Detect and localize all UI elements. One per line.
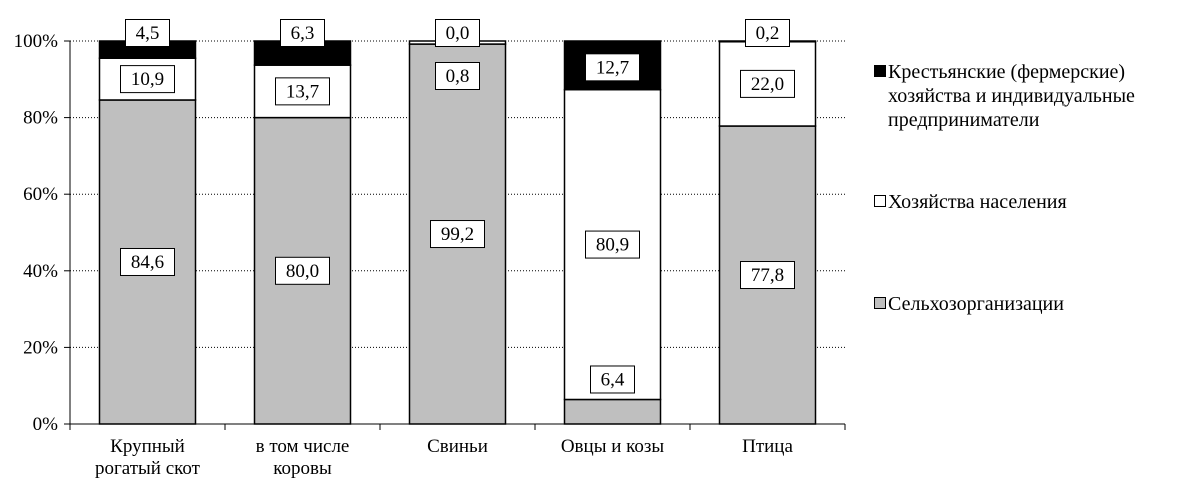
category-label: Птица: [742, 436, 793, 457]
data-label: 80,9: [596, 235, 629, 256]
data-label-box: [275, 77, 330, 106]
data-label: 77,8: [751, 265, 784, 286]
data-label-box: [435, 62, 480, 90]
legend-item: Крестьянские (фермерские) хозяйства и ин…: [874, 60, 1200, 132]
legend-item: Хозяйства населения: [874, 190, 1067, 214]
category-label: Овцы и козы: [561, 436, 665, 457]
data-label-box: [745, 19, 790, 47]
data-label: 13,7: [286, 81, 319, 102]
data-label: 0,0: [446, 23, 470, 44]
y-tick-label: 60%: [23, 184, 58, 205]
legend-label: Хозяйства населения: [888, 191, 1067, 213]
category-label: Свиньи: [427, 436, 488, 457]
data-label-box: [120, 65, 175, 94]
category-label: рогатый скот: [95, 458, 201, 479]
data-label-box: [585, 230, 640, 259]
data-label-box: [275, 256, 330, 285]
data-label-box: [740, 69, 795, 98]
data-label: 6,4: [601, 369, 625, 390]
data-label: 10,9: [131, 69, 164, 90]
legend-swatch: [874, 195, 886, 207]
category-label: коровы: [273, 458, 332, 479]
y-tick-label: 20%: [23, 337, 58, 358]
data-label: 12,7: [596, 57, 629, 78]
data-label: 6,3: [291, 23, 315, 44]
data-label: 84,6: [131, 252, 164, 273]
data-label-box: [435, 19, 480, 47]
data-label: 0,8: [446, 66, 470, 87]
category-label: в том числе: [256, 436, 350, 457]
data-label: 80,0: [286, 261, 319, 282]
data-label-box: [125, 19, 170, 47]
legend-swatch: [874, 297, 886, 309]
data-label-box: [280, 19, 325, 47]
data-label: 0,2: [756, 23, 780, 44]
bar-segment: [563, 398, 662, 425]
data-label: 4,5: [136, 23, 160, 44]
data-label-box: [585, 53, 640, 82]
y-tick-label: 100%: [14, 31, 59, 52]
data-labels: 84,6 10,9 4,5 80,0 13,7 6,3 99,2 0,8 0,0 6,4 80,9 1…: [120, 19, 795, 394]
legend-item: Сельхозорганизации: [874, 292, 1064, 316]
data-label-box: [590, 365, 635, 394]
data-label-box: [430, 220, 485, 249]
data-label-box: [120, 247, 175, 276]
y-tick-labels: 0% 20% 40% 60% 80% 100%: [14, 31, 59, 435]
axes: [64, 40, 846, 430]
legend-label: Крестьянские (фермерские) хозяйства и ин…: [888, 61, 1135, 131]
y-tick-label: 80%: [23, 108, 58, 129]
category-label: Крупный: [110, 436, 185, 457]
y-tick-label: 0%: [33, 414, 59, 435]
y-tick-label: 40%: [23, 261, 58, 282]
data-label-box: [740, 261, 795, 290]
data-label: 99,2: [441, 224, 474, 245]
data-label: 22,0: [751, 74, 784, 95]
legend-swatch: [874, 65, 886, 77]
legend-label: Сельхозорганизации: [888, 293, 1064, 315]
